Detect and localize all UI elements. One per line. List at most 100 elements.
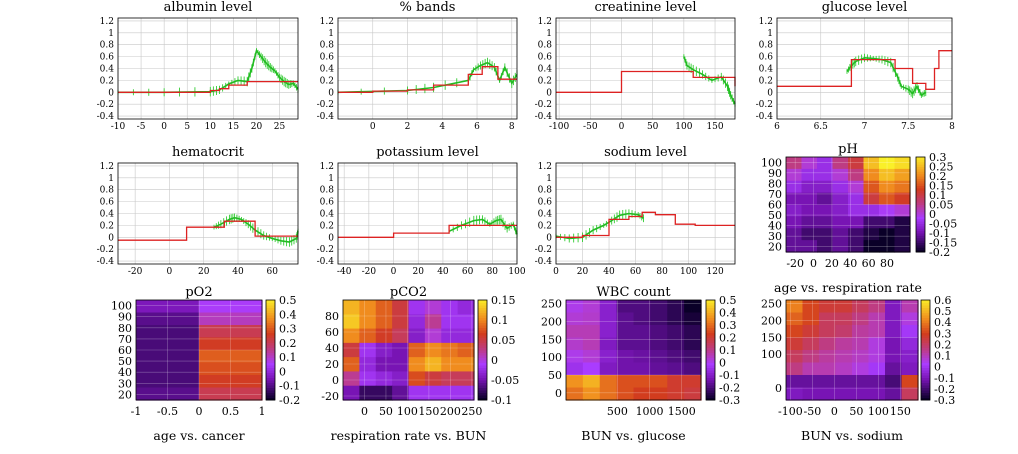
x-tick-label: 60: [862, 257, 876, 270]
plot-frame: [565, 299, 702, 401]
x-tick-label: 1: [259, 405, 266, 418]
heatmap-cell: [424, 342, 442, 358]
heatmap-cell: [392, 314, 410, 330]
y-tick-label: 0.2: [538, 221, 552, 231]
y-tick-label: 200: [761, 314, 782, 327]
series-line: [337, 61, 518, 94]
heatmap-cell: [852, 312, 870, 326]
colorbar-segment: [266, 357, 275, 361]
colorbar-tick-label: 0.05: [491, 334, 516, 347]
colorbar-segment: [921, 315, 930, 318]
y-tick-label: -0.4: [97, 112, 115, 122]
heatmap-cell: [684, 350, 702, 364]
heatmap-cell: [852, 300, 870, 314]
heatmap-cell: [667, 387, 685, 401]
x-tick-label: 50: [849, 405, 863, 418]
colorbar-segment: [706, 352, 715, 356]
step-line: [338, 66, 517, 93]
heatmap-cell: [819, 375, 837, 389]
colorbar-segment: [266, 317, 275, 321]
x-tick-label: 0: [370, 122, 376, 132]
colorbar-segment: [706, 362, 715, 366]
y-tick-label: 0.8: [538, 186, 553, 196]
colorbar-segment: [706, 347, 715, 351]
plot-frame: [117, 17, 299, 120]
y-tick-label: 0.4: [100, 210, 115, 220]
heatmap-cell: [885, 387, 903, 401]
colorbar-segment: [266, 305, 275, 308]
colorbar-tick-label: -0.3: [934, 394, 955, 407]
colorbar-frame: [265, 299, 276, 401]
chart-7: 0 20 40 60 80 100 120 -0.4 -0.2 0 0.20.4 0.6 0.8 1 1.2…: [535, 145, 736, 277]
y-tick-label: 20: [118, 388, 132, 401]
colorbar-segment: [266, 310, 275, 313]
x-tick-label: 100: [508, 267, 525, 277]
colorbar-segment: [921, 302, 930, 306]
colorbar-segment: [266, 367, 275, 371]
y-tick-label: 1.2: [538, 162, 552, 172]
x-tick-label: 15: [228, 122, 240, 132]
heatmap-cell: [801, 228, 818, 241]
x-tick-label: 80: [880, 257, 894, 270]
colorbar-segment: [478, 387, 487, 391]
heatmap-cell: [885, 300, 903, 314]
colorbar-segment: [706, 342, 715, 346]
colorbar-segment: [921, 332, 930, 336]
colorbar-tick-label: 0.5: [279, 294, 297, 307]
colorbar-segment: [266, 372, 275, 376]
y-tick-label: 250: [541, 298, 562, 311]
colorbar-segment: [916, 161, 925, 165]
heatmap-cell: [835, 337, 853, 351]
heatmap-cell: [832, 192, 849, 206]
heatmap-cell: [392, 300, 410, 315]
heatmap-cell: [786, 337, 804, 351]
heatmap-cell: [633, 325, 651, 339]
y-tick-label: 100: [111, 300, 132, 313]
heatmap-cell: [863, 204, 880, 217]
heatmap-2: -1 -0.5 0 0.5 12030405060708090100-0.2-0.100…: [111, 285, 300, 443]
heatmap-cell: [863, 216, 880, 229]
colorbar-segment: [921, 390, 930, 393]
colorbar-tick-label: 0.3: [934, 327, 952, 340]
heatmap-cell: [684, 325, 702, 339]
heatmap-cell: [230, 337, 263, 351]
colorbar-segment: [266, 330, 275, 333]
heatmap-cell: [819, 387, 837, 401]
heatmap-cell: [684, 312, 702, 326]
y-tick-label: 0.6: [320, 53, 335, 63]
colorbar-segment: [266, 307, 275, 311]
colorbar-tick-label: 0: [934, 361, 941, 374]
colorbar-segment: [916, 171, 925, 175]
heatmap-cell: [868, 362, 886, 376]
colorbar-segment: [916, 168, 925, 172]
colorbar-segment: [921, 325, 930, 328]
colorbar-segment: [478, 347, 487, 351]
colorbar-tick-label: 0.3: [929, 151, 947, 164]
heatmap-cell: [375, 328, 393, 344]
colorbar-segment: [266, 397, 275, 401]
x-tick-label: 25: [274, 122, 286, 132]
colorbar-segment: [706, 330, 715, 333]
heatmap-cell: [817, 180, 834, 194]
heatmap-cell: [848, 204, 865, 217]
heatmap-cell: [424, 328, 442, 344]
colorbar-segment: [266, 375, 275, 378]
y-tick-label: 0: [108, 233, 114, 243]
heatmap-cell: [885, 325, 903, 339]
colorbar-tick-label: 0: [929, 208, 936, 221]
heatmap-cell: [199, 300, 232, 314]
x-axis-label: respiration rate vs. BUN: [331, 428, 487, 443]
colorbar-tick-label: 0.2: [279, 337, 297, 350]
x-tick-label: -10: [111, 122, 126, 132]
colorbar-segment: [266, 362, 275, 366]
heatmap-cell: [863, 240, 880, 253]
colorbar-segment: [921, 305, 930, 308]
x-tick-label: 7: [862, 122, 868, 132]
heatmap-cell: [848, 157, 865, 170]
y-tick-label: 0.2: [100, 76, 114, 86]
colorbar-segment: [916, 221, 925, 225]
heatmap-cell: [868, 387, 886, 401]
heatmap-cell: [457, 314, 475, 330]
heatmap-cell: [343, 342, 360, 358]
colorbar-segment: [478, 302, 487, 306]
